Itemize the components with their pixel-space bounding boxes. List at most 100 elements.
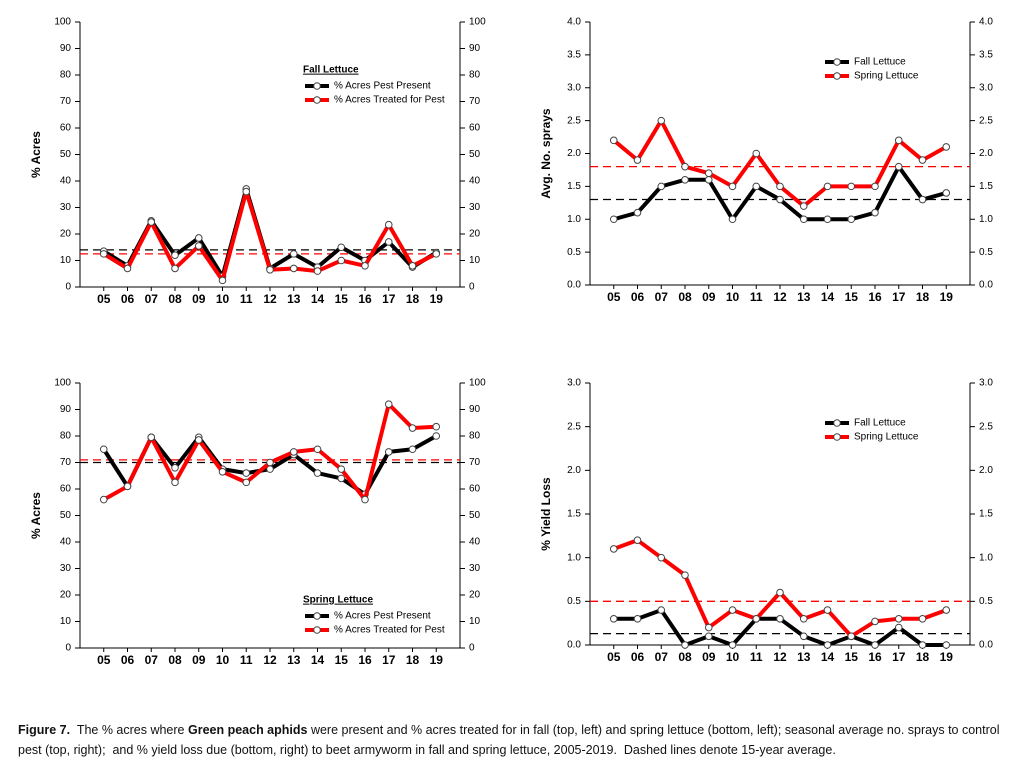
x-tick-label: 12	[773, 650, 787, 664]
y-tick-label: 1.5	[567, 509, 581, 520]
point	[942, 606, 951, 614]
y2-tick-label: 0	[469, 643, 475, 654]
x-tick-label: 11	[750, 290, 763, 304]
point	[799, 632, 808, 641]
x-tick-label: 06	[121, 292, 135, 306]
point	[289, 250, 298, 258]
x-tick-label: 07	[655, 650, 669, 664]
x-tick-label: 09	[702, 290, 716, 304]
point	[266, 265, 274, 274]
x-tick-label: 16	[358, 653, 372, 667]
legend-label: Spring Lettuce	[854, 71, 919, 82]
x-tick-label: 05	[607, 290, 621, 304]
point	[894, 136, 903, 145]
y-tick-label: 0	[65, 282, 71, 293]
point	[942, 641, 951, 649]
x-tick-label: 15	[845, 290, 859, 304]
point	[776, 615, 784, 623]
point	[918, 641, 927, 649]
x-tick-label: 06	[121, 653, 135, 667]
x-tick-label: 18	[406, 653, 420, 667]
caption-text: were present and % acres treated for in …	[18, 723, 1003, 757]
point	[681, 176, 689, 184]
point	[776, 195, 784, 204]
y-tick-label: 3.5	[567, 50, 581, 61]
y-axis-label: Avg. No. sprays	[539, 108, 553, 199]
point	[408, 424, 417, 432]
x-tick-label: 09	[192, 292, 206, 306]
x-tick-label: 13	[797, 650, 811, 664]
point	[847, 215, 856, 224]
y2-tick-label: 4.0	[979, 17, 993, 28]
y-tick-label: 70	[60, 457, 72, 468]
x-tick-label: 06	[631, 290, 645, 304]
x-tick-label: 10	[216, 292, 230, 306]
point	[99, 445, 108, 454]
y2-tick-label: 40	[469, 537, 481, 548]
legend-title: Spring Lettuce	[303, 595, 373, 606]
legend-marker	[313, 82, 321, 90]
x-tick-label: 16	[358, 292, 372, 306]
point	[657, 116, 666, 125]
y2-tick-label: 90	[469, 404, 481, 415]
y2-tick-label: 30	[469, 202, 481, 213]
caption: Figure 7. The % acres where Green peach …	[18, 720, 1008, 760]
x-tick-label: 13	[797, 290, 811, 304]
y2-tick-label: 80	[469, 431, 481, 442]
point	[894, 615, 903, 623]
y-tick-label: 2.0	[567, 465, 581, 476]
x-tick-label: 05	[607, 650, 621, 664]
x-tick-label: 14	[311, 292, 325, 306]
point	[313, 445, 322, 454]
y2-tick-label: 90	[469, 43, 481, 54]
y-tick-label: 10	[60, 255, 72, 266]
point	[408, 262, 417, 270]
y-tick-label: 20	[60, 229, 72, 240]
y2-tick-label: 40	[469, 176, 481, 187]
caption-text: Figure 7.	[18, 723, 71, 737]
point	[942, 189, 951, 197]
point	[289, 264, 298, 273]
point	[384, 400, 393, 409]
x-tick-label: 07	[145, 653, 159, 667]
point	[313, 469, 322, 477]
x-tick-label: 11	[750, 650, 763, 664]
y-tick-label: 70	[60, 96, 72, 107]
point	[681, 162, 689, 171]
y-tick-label: 80	[60, 70, 72, 81]
y-tick-label: 90	[60, 404, 72, 415]
y2-tick-label: 0.5	[979, 247, 993, 258]
y2-tick-label: 2.5	[979, 421, 993, 432]
y-tick-label: 2.5	[567, 115, 581, 126]
point	[823, 182, 832, 191]
x-tick-label: 14	[821, 290, 835, 304]
x-tick-label: 10	[726, 650, 740, 664]
point	[384, 220, 393, 229]
y2-tick-label: 2.5	[979, 115, 993, 126]
point	[799, 215, 808, 224]
x-tick-label: 07	[655, 290, 669, 304]
x-tick-label: 13	[287, 653, 301, 667]
y2-tick-label: 70	[469, 457, 481, 468]
y2-tick-label: 1.5	[979, 181, 993, 192]
x-tick-label: 19	[940, 650, 954, 664]
y2-tick-label: 0.5	[979, 596, 993, 607]
point	[171, 464, 179, 472]
y-tick-label: 30	[60, 202, 72, 213]
y2-tick-label: 10	[469, 616, 481, 627]
y-tick-label: 3.0	[567, 378, 581, 389]
caption-text: Green peach aphids	[187, 723, 308, 737]
x-tick-label: 12	[773, 290, 787, 304]
point	[681, 641, 689, 649]
y-tick-label: 1.0	[567, 552, 581, 563]
point	[657, 606, 666, 614]
point	[408, 445, 417, 454]
point	[752, 149, 761, 158]
point	[704, 176, 713, 184]
x-tick-label: 12	[263, 292, 277, 306]
x-tick-label: 16	[868, 650, 882, 664]
x-tick-label: 17	[892, 290, 906, 304]
point	[218, 276, 227, 285]
point	[609, 136, 618, 145]
legend-marker	[313, 612, 321, 620]
